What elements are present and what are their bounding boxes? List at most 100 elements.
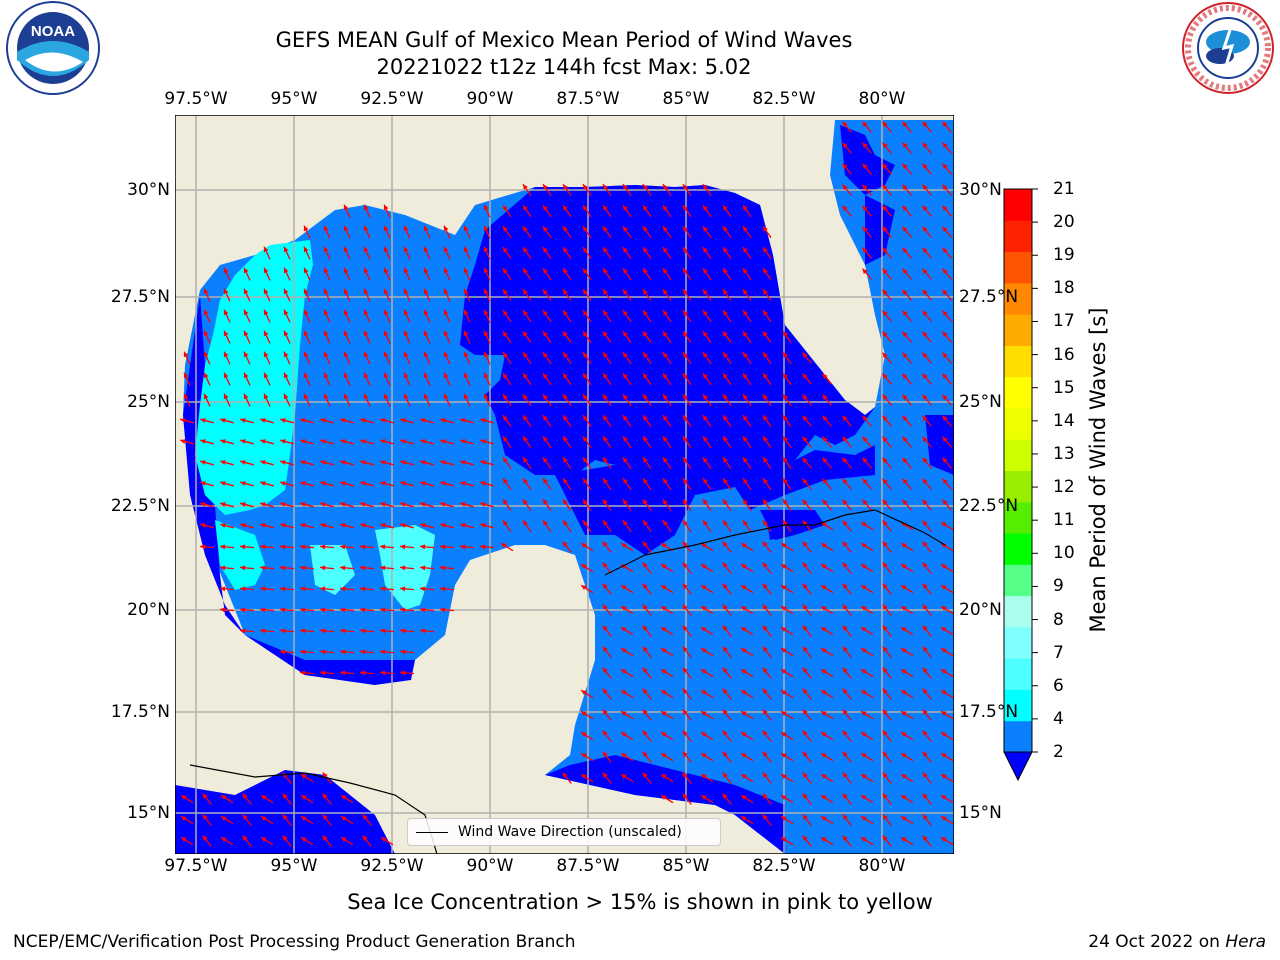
- wind-arrow: [820, 731, 834, 741]
- legend-line-swatch: [416, 832, 448, 833]
- wind-arrow: [762, 351, 772, 365]
- wind-arrow: [399, 544, 415, 550]
- wind-arrow: [380, 836, 394, 846]
- wind-arrow: [742, 519, 752, 533]
- wind-arrow: [660, 563, 674, 573]
- wind-arrow: [542, 204, 552, 218]
- wind-arrow: [742, 456, 752, 470]
- wind-arrow: [762, 604, 772, 616]
- wind-arrow: [722, 751, 732, 763]
- wind-arrow: [860, 542, 874, 552]
- wind-arrow: [820, 542, 834, 552]
- wind-arrow: [580, 710, 594, 720]
- wind-arrow: [602, 541, 612, 553]
- wind-arrow: [480, 523, 494, 529]
- wind-arrow: [282, 793, 292, 805]
- colorbar-tick-label: 6: [1053, 675, 1064, 696]
- wind-arrow: [842, 436, 852, 448]
- wind-arrow: [383, 288, 391, 302]
- wind-arrow: [802, 394, 812, 406]
- wind-arrow: [323, 330, 331, 344]
- wind-arrow: [522, 288, 532, 302]
- wind-arrow: [483, 393, 491, 407]
- wind-arrow: [399, 565, 415, 571]
- wind-arrow: [580, 773, 594, 783]
- noaa-logo: NOAA: [6, 1, 100, 95]
- wind-arrow: [702, 519, 712, 533]
- wind-arrow: [320, 418, 334, 424]
- wind-arrow: [882, 562, 892, 574]
- host-name: Hera: [1225, 932, 1266, 952]
- wind-arrow: [882, 310, 892, 322]
- wind-arrow: [522, 246, 532, 260]
- wind-arrow: [483, 204, 491, 218]
- wind-arrow: [902, 478, 912, 490]
- wind-arrow: [263, 288, 271, 302]
- wind-arrow: [642, 246, 652, 260]
- wind-arrow: [500, 542, 514, 552]
- wind-arrow: [722, 793, 732, 805]
- wind-arrow: [542, 456, 552, 470]
- wind-arrow: [562, 183, 572, 197]
- wind-arrow: [299, 607, 315, 613]
- colorbar-label: Mean Period of Wind Waves [s]: [1086, 307, 1110, 633]
- wind-arrow: [722, 456, 732, 470]
- wind-arrow: [220, 815, 234, 825]
- wind-arrow: [902, 352, 912, 364]
- wind-arrow: [602, 435, 612, 449]
- wind-arrow: [740, 605, 754, 615]
- wind-arrow: [842, 562, 852, 574]
- wind-arrow: [463, 372, 471, 386]
- wind-arrow: [722, 204, 732, 218]
- colorbar-segment: [1004, 720, 1032, 753]
- wind-arrow: [862, 247, 872, 259]
- wind-arrow: [359, 586, 375, 592]
- lon-label-top: 82.5°W: [752, 89, 816, 109]
- wind-arrow: [882, 415, 892, 427]
- wind-arrow: [203, 372, 211, 386]
- wind-arrow: [682, 246, 692, 260]
- wind-arrow: [502, 330, 512, 344]
- wind-arrow: [860, 668, 874, 678]
- wind-arrow: [480, 439, 494, 445]
- wind-arrow: [700, 710, 714, 720]
- wind-arrow: [882, 667, 892, 679]
- wind-arrow: [802, 373, 812, 385]
- wind-arrow: [420, 418, 434, 424]
- wind-arrow: [702, 267, 712, 281]
- wind-arrow: [562, 225, 572, 239]
- wind-arrow: [403, 246, 411, 260]
- wind-arrow: [722, 772, 732, 784]
- wind-arrow: [460, 502, 474, 508]
- wind-arrow: [882, 688, 892, 700]
- wind-arrow: [942, 184, 952, 196]
- wind-arrow: [882, 247, 892, 259]
- wind-arrow: [360, 502, 374, 508]
- wind-arrow: [279, 649, 295, 655]
- wind-arrow: [742, 309, 752, 323]
- wind-arrow: [502, 498, 512, 512]
- wind-arrow: [522, 225, 532, 239]
- wind-arrow: [602, 519, 612, 533]
- wind-arrow: [722, 372, 732, 386]
- wind-arrow: [582, 519, 592, 533]
- wind-arrow: [742, 288, 752, 302]
- wind-arrow: [480, 481, 494, 487]
- wind-arrow: [243, 372, 251, 386]
- colorbar: [1003, 188, 1038, 782]
- wind-arrow: [203, 309, 211, 323]
- wind-arrow: [339, 544, 355, 550]
- wind-arrow: [642, 519, 652, 533]
- wind-arrow: [260, 460, 274, 466]
- wind-arrow: [662, 393, 672, 407]
- wind-arrow: [700, 563, 714, 573]
- wind-arrow: [940, 584, 954, 594]
- wind-arrow: [363, 225, 371, 239]
- wind-arrow: [862, 457, 872, 469]
- wind-arrow: [860, 752, 874, 762]
- wind-arrow: [620, 605, 634, 615]
- wind-arrow: [303, 267, 311, 281]
- wind-arrow: [660, 668, 674, 678]
- wind-arrow: [502, 309, 512, 323]
- colorbar-tick-label: 17: [1053, 311, 1075, 332]
